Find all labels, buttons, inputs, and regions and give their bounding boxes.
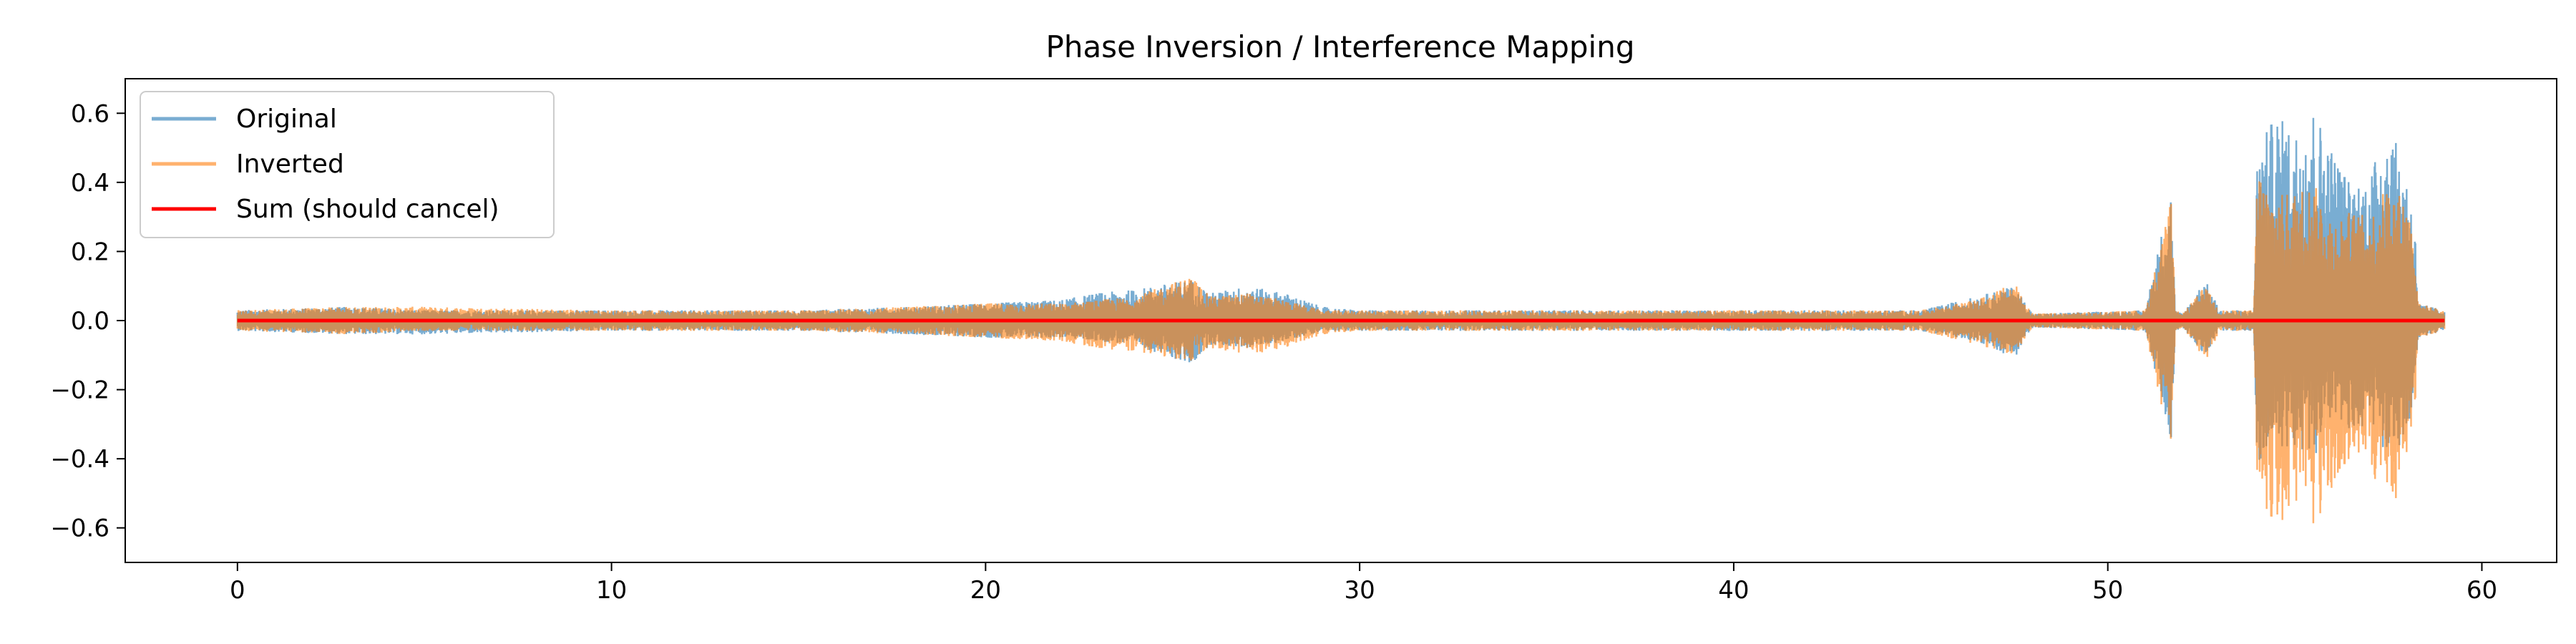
x-tick-label: 50 xyxy=(2092,576,2123,605)
y-tick-label: 0.2 xyxy=(71,238,109,266)
y-tick-label: −0.4 xyxy=(50,445,109,474)
legend: Original Inverted Sum (should cancel) xyxy=(140,91,555,238)
legend-box xyxy=(140,91,555,238)
x-tick-label: 40 xyxy=(1718,576,1749,605)
legend-label-original: Original xyxy=(236,104,337,134)
legend-label-sum: Sum (should cancel) xyxy=(236,195,499,224)
y-tick-label: 0.4 xyxy=(71,169,109,197)
y-tick-label: −0.6 xyxy=(50,514,109,543)
legend-label-inverted: Inverted xyxy=(236,150,344,179)
y-tick-label: 0.0 xyxy=(71,307,109,336)
x-tick-label: 20 xyxy=(970,576,1001,605)
y-axis: 0.6 0.4 0.2 0.0 −0.2 −0.4 −0.6 xyxy=(50,99,125,543)
x-tick-label: 60 xyxy=(2467,576,2497,605)
chart-title: Phase Inversion / Interference Mapping xyxy=(1046,29,1635,64)
x-tick-label: 30 xyxy=(1345,576,1375,605)
x-tick-label: 0 xyxy=(230,576,245,605)
y-tick-label: 0.6 xyxy=(71,99,109,128)
y-tick-label: −0.2 xyxy=(50,376,109,405)
x-tick-label: 10 xyxy=(596,576,627,605)
x-axis: 0 10 20 30 40 50 60 xyxy=(230,562,2497,605)
